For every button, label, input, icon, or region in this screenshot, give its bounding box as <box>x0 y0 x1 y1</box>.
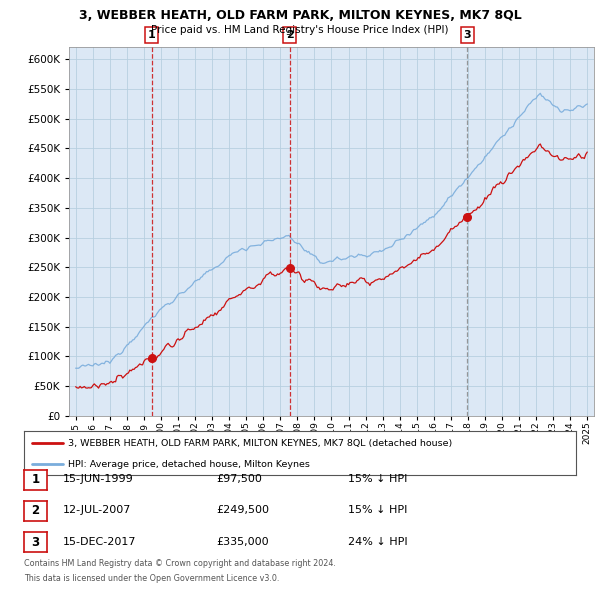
Text: £249,500: £249,500 <box>216 506 269 515</box>
Text: HPI: Average price, detached house, Milton Keynes: HPI: Average price, detached house, Milt… <box>68 460 310 469</box>
Text: 15-DEC-2017: 15-DEC-2017 <box>63 537 137 546</box>
Text: Price paid vs. HM Land Registry's House Price Index (HPI): Price paid vs. HM Land Registry's House … <box>151 25 449 35</box>
Text: 15% ↓ HPI: 15% ↓ HPI <box>348 474 407 484</box>
Text: 15% ↓ HPI: 15% ↓ HPI <box>348 506 407 515</box>
Text: Contains HM Land Registry data © Crown copyright and database right 2024.: Contains HM Land Registry data © Crown c… <box>24 559 336 568</box>
Text: 3, WEBBER HEATH, OLD FARM PARK, MILTON KEYNES, MK7 8QL (detached house): 3, WEBBER HEATH, OLD FARM PARK, MILTON K… <box>68 438 452 448</box>
Text: 24% ↓ HPI: 24% ↓ HPI <box>348 537 407 546</box>
Text: 1: 1 <box>31 473 40 486</box>
Text: 3: 3 <box>463 30 471 40</box>
Text: 2: 2 <box>286 30 293 40</box>
Text: 1: 1 <box>148 30 156 40</box>
Text: This data is licensed under the Open Government Licence v3.0.: This data is licensed under the Open Gov… <box>24 574 280 583</box>
Text: 15-JUN-1999: 15-JUN-1999 <box>63 474 134 484</box>
Text: 12-JUL-2007: 12-JUL-2007 <box>63 506 131 515</box>
Text: 3: 3 <box>31 536 40 549</box>
Text: £335,000: £335,000 <box>216 537 269 546</box>
Text: £97,500: £97,500 <box>216 474 262 484</box>
Text: 3, WEBBER HEATH, OLD FARM PARK, MILTON KEYNES, MK7 8QL: 3, WEBBER HEATH, OLD FARM PARK, MILTON K… <box>79 9 521 22</box>
Text: 2: 2 <box>31 504 40 517</box>
